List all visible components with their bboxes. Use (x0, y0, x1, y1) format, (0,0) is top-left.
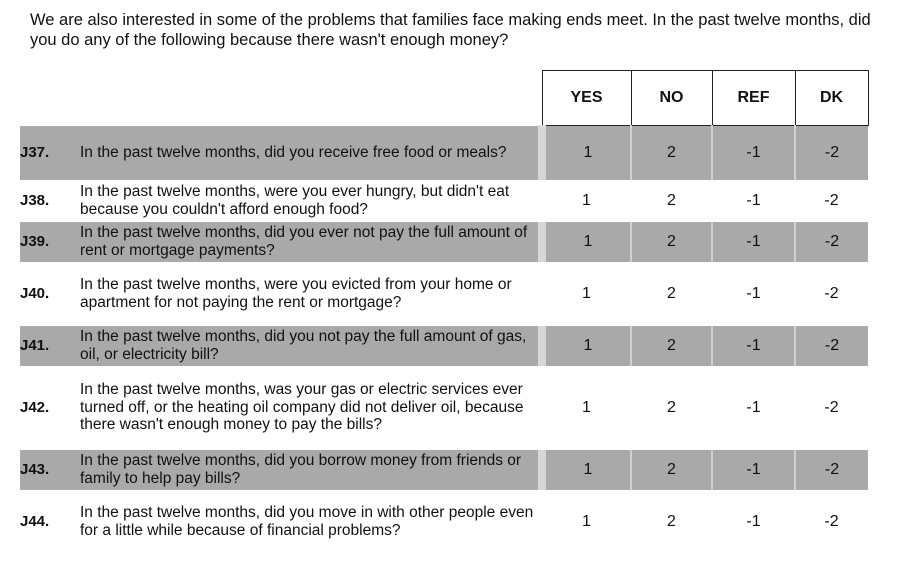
survey-table: YES NO REF DK J37. In the past twelve mon… (20, 70, 869, 554)
question-row: J37. In the past twelve months, did you r… (20, 125, 868, 180)
question-text: In the past twelve months, did you not p… (80, 325, 542, 366)
header-yes: YES (541, 70, 632, 126)
question-text: In the past twelve months, were you evic… (80, 261, 542, 326)
response-code-ref: -1 (711, 125, 795, 180)
response-code-yes: 1 (538, 125, 631, 180)
question-row: J41. In the past twelve months, did you n… (20, 325, 868, 366)
question-row: J42. In the past twelve months, was your … (20, 365, 868, 450)
response-code-no: 2 (631, 489, 712, 554)
response-code-yes: 1 (542, 261, 631, 326)
response-code-no: 2 (630, 125, 712, 180)
header-dk: DK (794, 70, 869, 126)
response-code-no: 2 (631, 365, 712, 450)
question-id: J38. (20, 179, 80, 222)
response-code-yes: 1 (538, 449, 631, 490)
header-no: NO (630, 70, 713, 126)
response-code-no: 2 (630, 325, 712, 366)
question-text: In the past twelve months, did you recei… (80, 125, 542, 180)
response-code-dk: -2 (795, 261, 868, 326)
question-row: J44. In the past twelve months, did you m… (20, 489, 868, 554)
response-code-ref: -1 (712, 489, 795, 554)
response-code-ref: -1 (712, 261, 795, 326)
response-code-dk: -2 (794, 221, 868, 262)
question-id: J41. (20, 325, 80, 366)
question-list: J37. In the past twelve months, did you r… (20, 125, 868, 554)
response-code-ref: -1 (711, 449, 795, 490)
response-code-no: 2 (630, 449, 712, 490)
question-row: J38. In the past twelve months, were you … (20, 179, 868, 222)
response-code-no: 2 (630, 221, 712, 262)
question-row: J43. In the past twelve months, did you b… (20, 449, 868, 490)
question-id: J39. (20, 221, 80, 262)
question-id: J43. (20, 449, 80, 490)
response-code-yes: 1 (542, 179, 631, 222)
response-code-yes: 1 (542, 365, 631, 450)
response-code-ref: -1 (711, 325, 795, 366)
response-code-ref: -1 (712, 179, 795, 222)
response-code-ref: -1 (712, 365, 795, 450)
header-spacer (20, 70, 542, 126)
question-row: J40. In the past twelve months, were you … (20, 261, 868, 326)
response-code-yes: 1 (538, 221, 631, 262)
response-code-dk: -2 (795, 489, 868, 554)
question-text: In the past twelve months, did you ever … (80, 221, 542, 262)
question-text: In the past twelve months, were you ever… (80, 179, 542, 222)
header-row: YES NO REF DK (20, 70, 869, 126)
response-code-no: 2 (631, 261, 712, 326)
response-code-dk: -2 (794, 449, 868, 490)
question-id: J40. (20, 261, 80, 326)
header-ref: REF (711, 70, 796, 126)
question-id: J44. (20, 489, 80, 554)
question-id: J42. (20, 365, 80, 450)
response-code-yes: 1 (542, 489, 631, 554)
question-text: In the past twelve months, did you move … (80, 489, 542, 554)
question-text: In the past twelve months, did you borro… (80, 449, 542, 490)
response-code-dk: -2 (795, 365, 868, 450)
intro-text: We are also interested in some of the pr… (30, 11, 871, 49)
response-code-dk: -2 (794, 125, 868, 180)
response-code-yes: 1 (538, 325, 631, 366)
response-code-dk: -2 (795, 179, 868, 222)
response-code-dk: -2 (794, 325, 868, 366)
question-text: In the past twelve months, was your gas … (80, 365, 542, 450)
response-code-ref: -1 (711, 221, 795, 262)
question-row: J39. In the past twelve months, did you e… (20, 221, 868, 262)
question-id: J37. (20, 125, 80, 180)
response-code-no: 2 (631, 179, 712, 222)
